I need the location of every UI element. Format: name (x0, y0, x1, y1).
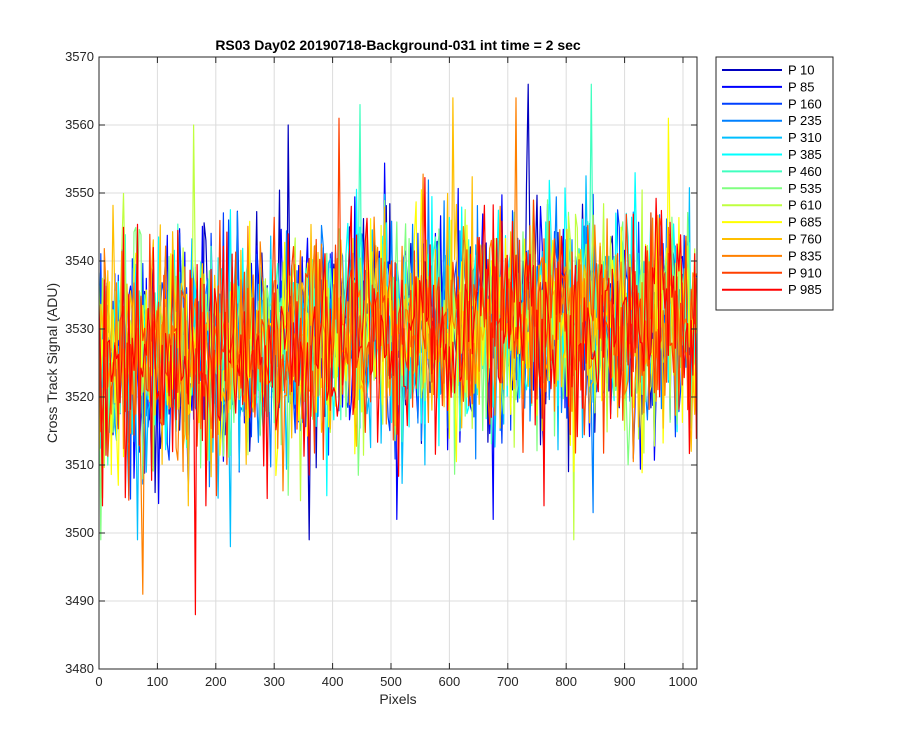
legend-label: P 160 (788, 96, 822, 111)
y-tick-label: 3540 (65, 253, 94, 268)
legend: P 10P 85 P 160 P 235 P 310 P 385 P 460 P 535 P … (715, 56, 834, 311)
x-tick-label: 200 (205, 674, 227, 689)
legend-box (715, 56, 834, 311)
y-tick-label: 3510 (65, 457, 94, 472)
y-tick-label: 3560 (65, 117, 94, 132)
x-tick-label: 900 (614, 674, 636, 689)
x-tick-label: 500 (380, 674, 402, 689)
y-tick-label: 3480 (65, 661, 94, 676)
x-tick-label: 1000 (669, 674, 698, 689)
y-tick-label: 3490 (65, 593, 94, 608)
chart-title: RS03 Day02 20190718-Background-031 int t… (215, 37, 581, 53)
legend-label: P 535 (788, 181, 822, 196)
legend-label: P 985 (788, 282, 822, 297)
y-axis-label: Cross Track Signal (ADU) (44, 283, 60, 443)
legend-label: P 685 (788, 215, 822, 230)
y-tick-label: 3530 (65, 321, 94, 336)
series-group (99, 83, 697, 616)
legend-label: P 10 (788, 63, 815, 78)
legend-label: P 85 (788, 79, 815, 94)
axis-ticks (98, 56, 697, 670)
series-line-p910 (99, 117, 697, 501)
legend-label: P 310 (788, 130, 822, 145)
x-tick-label: 300 (263, 674, 285, 689)
legend-label: P 610 (788, 198, 822, 213)
x-tick-label: 400 (322, 674, 344, 689)
legend-label: P 385 (788, 147, 822, 162)
series-line-p985 (99, 177, 697, 616)
y-tick-label: 3500 (65, 525, 94, 540)
legend-label: P 460 (788, 164, 822, 179)
y-tick-label: 3550 (65, 185, 94, 200)
legend-label: P 235 (788, 113, 822, 128)
plot-frame (98, 56, 698, 670)
legend-label: P 760 (788, 232, 822, 247)
tick-labels: 0 100 200 300 400 500 600 700 800 900 1000 3480 3490… (65, 49, 697, 689)
y-tick-label: 3520 (65, 389, 94, 404)
x-tick-label: 700 (497, 674, 519, 689)
y-tick-label: 3570 (65, 49, 94, 64)
legend-label: P 835 (788, 248, 822, 263)
x-tick-label: 0 (95, 674, 102, 689)
x-tick-label: 100 (147, 674, 169, 689)
x-tick-label: 800 (555, 674, 577, 689)
x-axis-label: Pixels (379, 691, 416, 707)
x-tick-label: 600 (439, 674, 461, 689)
legend-label: P 910 (788, 265, 822, 280)
